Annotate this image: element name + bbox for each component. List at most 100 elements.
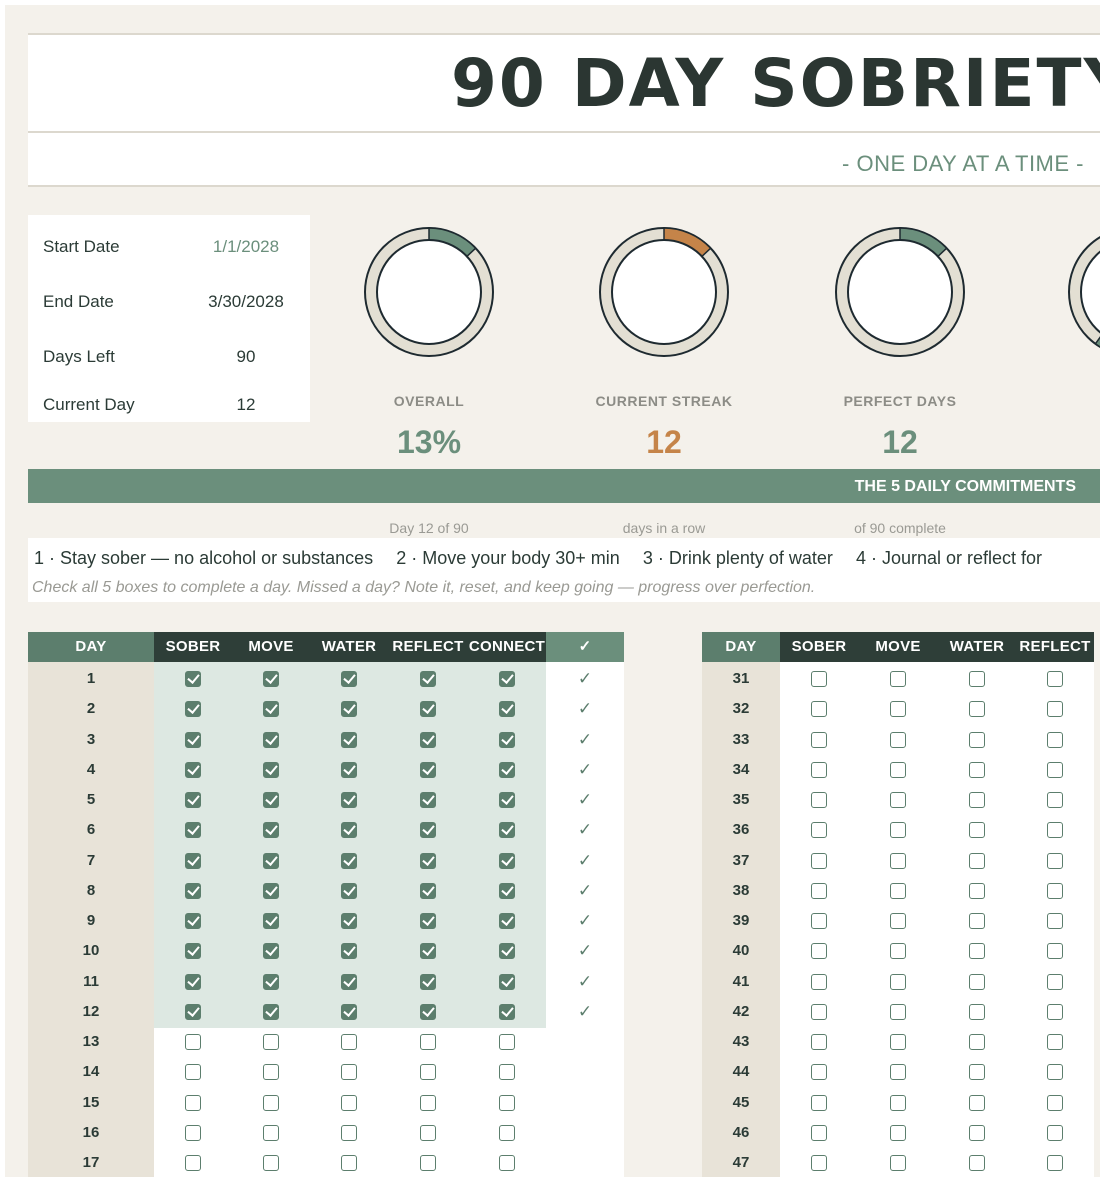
day-checkbox[interactable]: [420, 1064, 436, 1081]
day-checkbox[interactable]: [420, 1003, 436, 1020]
day-checkbox[interactable]: [1047, 731, 1063, 748]
day-checkbox[interactable]: [890, 943, 906, 960]
day-checkbox[interactable]: [420, 1155, 436, 1171]
day-checkbox[interactable]: [263, 852, 279, 869]
day-checkbox[interactable]: [1047, 973, 1063, 990]
day-checkbox[interactable]: [263, 761, 279, 778]
day-checkbox[interactable]: [420, 943, 436, 960]
day-checkbox[interactable]: [499, 1064, 515, 1081]
day-checkbox[interactable]: [811, 761, 827, 778]
day-checkbox[interactable]: [890, 913, 906, 929]
day-checkbox[interactable]: [420, 701, 436, 718]
day-checkbox[interactable]: [811, 792, 827, 808]
day-checkbox[interactable]: [1047, 1034, 1063, 1050]
day-checkbox[interactable]: [499, 761, 515, 778]
day-checkbox[interactable]: [499, 822, 515, 839]
day-checkbox[interactable]: [341, 1155, 357, 1171]
day-checkbox[interactable]: [341, 943, 357, 960]
day-checkbox[interactable]: [263, 822, 279, 839]
day-checkbox[interactable]: [420, 792, 436, 808]
day-checkbox[interactable]: [185, 1003, 201, 1020]
day-checkbox[interactable]: [420, 671, 436, 687]
day-checkbox[interactable]: [185, 882, 201, 899]
day-checkbox[interactable]: [890, 792, 906, 808]
start-date-value[interactable]: 1/1/2028: [212, 237, 280, 256]
day-checkbox[interactable]: [890, 1094, 906, 1111]
day-checkbox[interactable]: [341, 913, 357, 929]
day-checkbox[interactable]: [341, 973, 357, 990]
day-checkbox[interactable]: [969, 852, 985, 869]
day-checkbox[interactable]: [420, 822, 436, 839]
day-checkbox[interactable]: [420, 882, 436, 899]
day-checkbox[interactable]: [341, 1094, 357, 1111]
day-checkbox[interactable]: [341, 1124, 357, 1141]
day-checkbox[interactable]: [263, 1094, 279, 1111]
day-checkbox[interactable]: [263, 882, 279, 899]
day-checkbox[interactable]: [263, 1003, 279, 1020]
day-checkbox[interactable]: [969, 1064, 985, 1081]
day-checkbox[interactable]: [890, 852, 906, 869]
day-checkbox[interactable]: [263, 943, 279, 960]
day-checkbox[interactable]: [263, 1064, 279, 1081]
day-checkbox[interactable]: [1047, 671, 1063, 687]
day-checkbox[interactable]: [969, 1003, 985, 1020]
day-checkbox[interactable]: [185, 1064, 201, 1081]
day-checkbox[interactable]: [499, 882, 515, 899]
day-checkbox[interactable]: [811, 671, 827, 687]
day-checkbox[interactable]: [420, 761, 436, 778]
day-checkbox[interactable]: [1047, 761, 1063, 778]
day-checkbox[interactable]: [811, 731, 827, 748]
day-checkbox[interactable]: [499, 792, 515, 808]
day-checkbox[interactable]: [263, 913, 279, 929]
day-checkbox[interactable]: [969, 822, 985, 839]
day-checkbox[interactable]: [341, 822, 357, 839]
day-checkbox[interactable]: [969, 973, 985, 990]
day-checkbox[interactable]: [1047, 1003, 1063, 1020]
day-checkbox[interactable]: [969, 882, 985, 899]
day-checkbox[interactable]: [263, 1155, 279, 1171]
day-checkbox[interactable]: [341, 671, 357, 687]
day-checkbox[interactable]: [263, 792, 279, 808]
day-checkbox[interactable]: [499, 1034, 515, 1050]
day-checkbox[interactable]: [263, 671, 279, 687]
day-checkbox[interactable]: [341, 852, 357, 869]
day-checkbox[interactable]: [263, 973, 279, 990]
day-checkbox[interactable]: [811, 1124, 827, 1141]
day-checkbox[interactable]: [1047, 701, 1063, 718]
day-checkbox[interactable]: [185, 852, 201, 869]
day-checkbox[interactable]: [420, 913, 436, 929]
day-checkbox[interactable]: [420, 973, 436, 990]
day-checkbox[interactable]: [499, 731, 515, 748]
day-checkbox[interactable]: [811, 973, 827, 990]
day-checkbox[interactable]: [341, 1034, 357, 1050]
day-checkbox[interactable]: [341, 1064, 357, 1081]
day-checkbox[interactable]: [1047, 943, 1063, 960]
day-checkbox[interactable]: [969, 792, 985, 808]
day-checkbox[interactable]: [499, 1003, 515, 1020]
day-checkbox[interactable]: [263, 1124, 279, 1141]
day-checkbox[interactable]: [420, 1034, 436, 1050]
day-checkbox[interactable]: [499, 943, 515, 960]
day-checkbox[interactable]: [185, 701, 201, 718]
day-checkbox[interactable]: [185, 1124, 201, 1141]
day-checkbox[interactable]: [890, 731, 906, 748]
day-checkbox[interactable]: [969, 913, 985, 929]
day-checkbox[interactable]: [1047, 852, 1063, 869]
day-checkbox[interactable]: [1047, 1155, 1063, 1171]
day-checkbox[interactable]: [185, 1034, 201, 1050]
day-checkbox[interactable]: [969, 1034, 985, 1050]
day-checkbox[interactable]: [263, 731, 279, 748]
day-checkbox[interactable]: [811, 882, 827, 899]
day-checkbox[interactable]: [811, 1034, 827, 1050]
day-checkbox[interactable]: [969, 731, 985, 748]
day-checkbox[interactable]: [185, 1155, 201, 1171]
day-checkbox[interactable]: [811, 852, 827, 869]
day-checkbox[interactable]: [1047, 1124, 1063, 1141]
day-checkbox[interactable]: [811, 701, 827, 718]
day-checkbox[interactable]: [1047, 913, 1063, 929]
day-checkbox[interactable]: [263, 1034, 279, 1050]
day-checkbox[interactable]: [185, 671, 201, 687]
day-checkbox[interactable]: [811, 1064, 827, 1081]
day-checkbox[interactable]: [890, 671, 906, 687]
day-checkbox[interactable]: [969, 1094, 985, 1111]
